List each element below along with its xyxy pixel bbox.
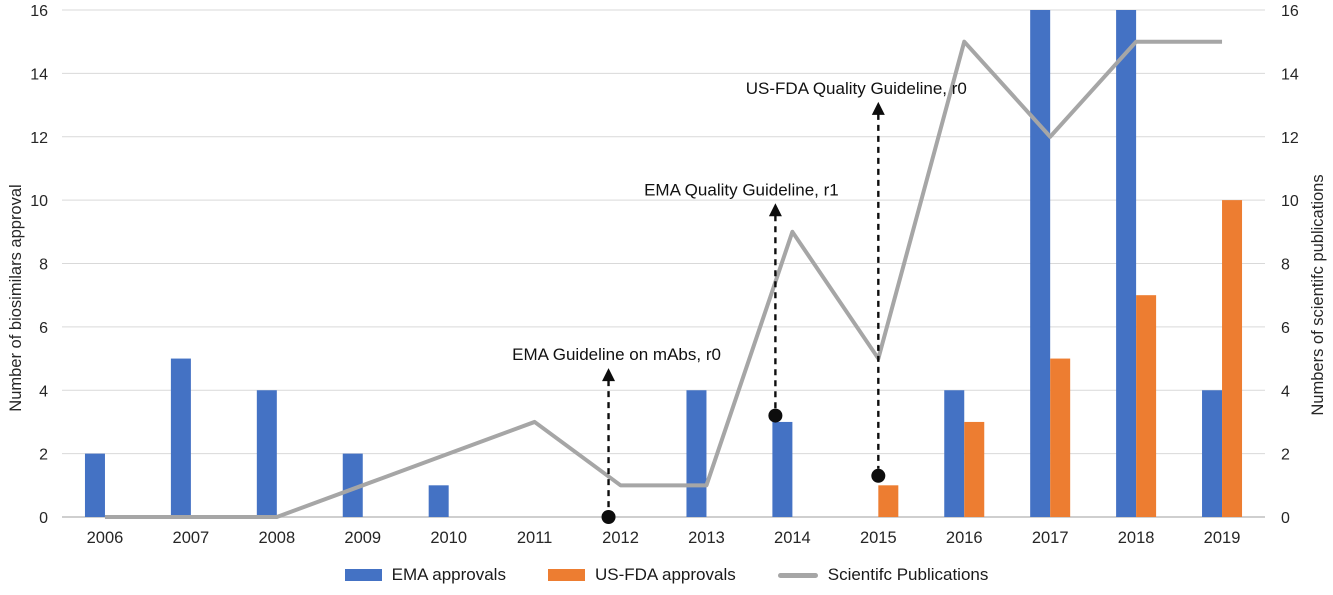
legend-item: EMA approvals <box>344 565 506 585</box>
annotation-arrowhead-icon <box>871 101 885 115</box>
bar-ema-2006 <box>84 453 105 517</box>
y-axis-right-tick: 10 <box>1281 193 1299 210</box>
x-axis-label: 2019 <box>1204 529 1241 547</box>
y-axis-right-tick: 4 <box>1281 383 1290 400</box>
x-axis-label: 2011 <box>517 529 552 547</box>
bar-ema-2016 <box>944 390 965 517</box>
bar-ema-2010 <box>428 485 449 517</box>
annotation-arrowhead-icon <box>602 368 616 382</box>
y-axis-left-tick: 0 <box>39 510 48 527</box>
y-axis-left-tick: 2 <box>39 447 48 464</box>
annotation-arrowhead-icon <box>768 203 782 217</box>
legend-swatch-icon <box>344 569 382 581</box>
y-axis-left-tick: 14 <box>30 66 48 83</box>
bar-ema-2009 <box>342 453 363 517</box>
y-axis-right-tick: 0 <box>1281 510 1290 527</box>
bar-ema-2007 <box>170 358 191 517</box>
bar-ema-2013 <box>686 390 707 517</box>
x-axis-label: 2012 <box>602 529 639 547</box>
bar-ema-2008 <box>256 390 277 517</box>
bar-usfda-2019 <box>1222 200 1243 517</box>
x-axis-label: 2010 <box>430 529 467 547</box>
annotation-dot-icon <box>871 468 886 483</box>
x-axis-label: 2007 <box>173 529 210 547</box>
annotation-label: EMA Quality Guideline, r1 <box>644 180 839 199</box>
y-axis-left-tick: 6 <box>39 320 48 337</box>
legend-label: EMA approvals <box>391 565 506 584</box>
x-axis-label: 2009 <box>344 529 381 547</box>
x-axis-label: 2008 <box>258 529 295 547</box>
y-axis-right-tick: 12 <box>1281 130 1299 147</box>
x-axis-label: 2018 <box>1118 529 1155 547</box>
y-axis-left-tick: 4 <box>39 383 48 400</box>
y-axis-left-tick: 12 <box>30 130 48 147</box>
x-axis-label: 2016 <box>946 529 983 547</box>
legend-item: Scientifc Publications <box>777 565 989 585</box>
x-axis-label: 2015 <box>860 529 897 547</box>
bar-usfda-2018 <box>1136 295 1157 517</box>
y-axis-left-tick: 8 <box>39 257 48 274</box>
publications-line <box>104 39 1223 519</box>
bar-ema-2019 <box>1202 390 1223 517</box>
y-axis-right-tick: 6 <box>1281 320 1290 337</box>
legend-label: Scientifc Publications <box>827 565 989 584</box>
bar-ema-2017 <box>1030 10 1051 517</box>
left-axis-title: Number of biosimilars approval <box>7 184 25 412</box>
bar-ema-2014 <box>772 421 793 517</box>
y-axis-right-tick: 2 <box>1281 447 1290 464</box>
annotation-dot-icon <box>768 408 783 423</box>
bar-usfda-2015 <box>878 485 899 517</box>
y-axis-right-tick: 8 <box>1281 257 1290 274</box>
annotation-dot-icon <box>601 510 616 524</box>
y-axis-right-tick: 16 <box>1281 3 1299 20</box>
x-axis-label: 2014 <box>774 529 811 547</box>
x-axis-label: 2013 <box>688 529 725 547</box>
annotation-label: US-FDA Quality Guideline, r0 <box>746 79 967 98</box>
y-axis-left-tick: 10 <box>30 193 48 210</box>
bar-usfda-2016 <box>964 421 985 517</box>
x-axis-label: 2006 <box>87 529 124 547</box>
bar-ema-2018 <box>1116 10 1137 517</box>
legend-swatch-icon <box>777 572 818 578</box>
chart-legend: EMA approvals US-FDA approvals Scientifc P… <box>0 561 1333 589</box>
y-axis-left-tick: 16 <box>30 3 48 20</box>
y-axis-right-tick: 14 <box>1281 66 1299 83</box>
legend-swatch-icon <box>547 569 585 581</box>
right-axis-title: Numbers of scientifc publications <box>1309 174 1327 416</box>
bar-usfda-2017 <box>1050 358 1071 517</box>
annotation-label: EMA Guideline on mAbs, r0 <box>512 345 721 364</box>
legend-label: US-FDA approvals <box>594 565 736 584</box>
x-axis-label: 2017 <box>1032 529 1069 547</box>
legend-item: US-FDA approvals <box>547 565 736 585</box>
